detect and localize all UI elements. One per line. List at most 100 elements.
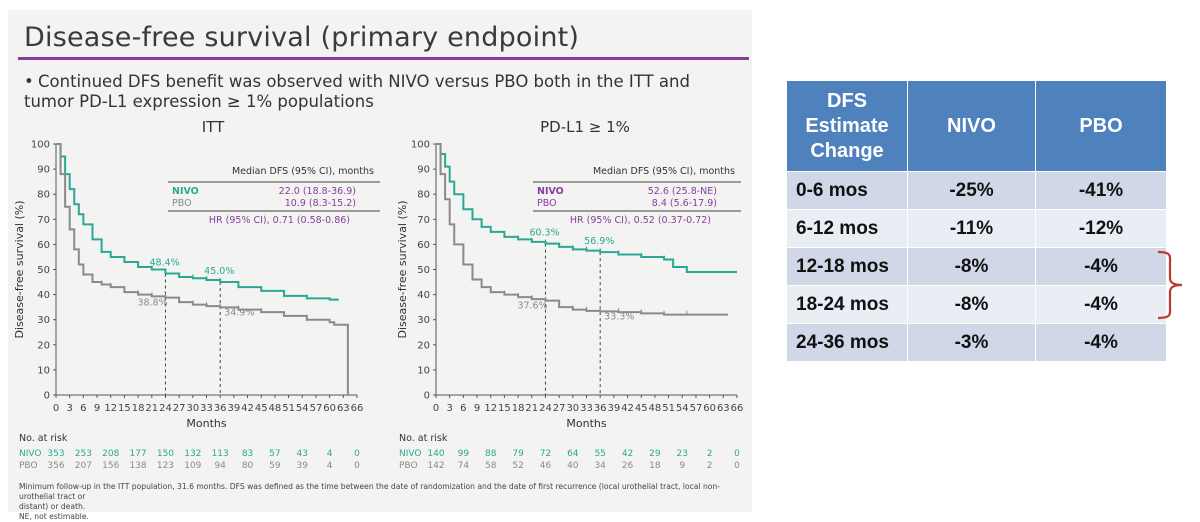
chart1-y-tick-label: 100: [31, 140, 50, 151]
chart2-y-tick-label: 30: [417, 315, 430, 326]
chart1-at-risk-count: 177: [129, 449, 146, 459]
table-cell-pbo: -4%: [1035, 323, 1167, 362]
bullet-dot-icon: •: [24, 72, 34, 91]
chart2-at-risk-count: 0: [734, 461, 740, 471]
table-row: 24-36 mos -3% -4%: [786, 323, 1167, 362]
chart2-x-tick-label: 3: [446, 403, 452, 414]
table-row: 0-6 mos -25% -41%: [786, 171, 1167, 210]
chart1-title: ITT: [202, 118, 225, 136]
chart2-x-tick-label: 54: [676, 403, 689, 414]
chart2-x-tick-label: 42: [621, 403, 634, 414]
chart1-at-risk-count: 43: [297, 449, 308, 459]
chart2-x-tick-label: 6: [460, 403, 466, 414]
chart1-y-tick-label: 70: [37, 215, 50, 226]
chart2-x-tick-label: 48: [649, 403, 662, 414]
chart2-x-tick-label: 57: [690, 403, 703, 414]
chart1-x-tick-label: 18: [132, 403, 145, 414]
chart2-y-tick-label: 90: [417, 165, 430, 176]
chart1-legend-pbo-label: PBO: [172, 198, 192, 209]
table-cell-period: 6-12 mos: [786, 209, 908, 248]
chart1-x-tick-label: 39: [227, 403, 240, 414]
chart2-x-tick-label: 15: [498, 403, 511, 414]
chart1-legend-nivo-value: 22.0 (18.8-36.9): [279, 186, 356, 197]
table-cell-pbo: -4%: [1035, 285, 1167, 324]
chart1-legend-header: Median DFS (95% CI), months: [232, 166, 374, 177]
chart2-at-risk-count: 142: [427, 461, 444, 471]
chart2-landmark-label: 56.9%: [584, 236, 614, 247]
chart2-at-risk-count: 23: [677, 449, 688, 459]
chart1-x-tick-label: 12: [104, 403, 117, 414]
chart1-x-tick-label: 63: [337, 403, 350, 414]
chart1-at-risk-count: 94: [214, 461, 226, 471]
chart1-x-tick-label: 21: [145, 403, 158, 414]
chart2-y-axis-label: Disease-free survival (%): [396, 200, 409, 338]
chart2-at-risk-nivo-name: NIVO: [399, 449, 421, 459]
chart1-at-risk-count: 132: [184, 449, 201, 459]
chart2-at-risk-pbo-name: PBO: [399, 461, 418, 471]
chart1-x-axis-label: Months: [186, 417, 226, 430]
chart2-at-risk-count: 2: [707, 461, 713, 471]
chart1-y-tick-label: 40: [37, 290, 50, 301]
chart2-at-risk-count: 9: [679, 461, 685, 471]
chart2-landmark-label: 33.3%: [604, 311, 634, 322]
chart1-landmark-label: 38.8%: [137, 298, 167, 309]
chart2-y-tick-label: 100: [411, 140, 430, 151]
table-header-pbo: PBO: [1035, 80, 1167, 172]
chart1-x-tick-label: 27: [173, 403, 186, 414]
chart1-x-tick-label: 24: [159, 403, 172, 414]
chart1-at-risk-count: 156: [102, 461, 119, 471]
title-underline: [18, 57, 749, 60]
chart2-at-risk-count: 88: [485, 449, 497, 459]
table-cell-nivo: -8%: [907, 285, 1036, 324]
table-cell-period: 12-18 mos: [786, 247, 908, 286]
table-cell-pbo: -12%: [1035, 209, 1167, 248]
chart1-x-tick-label: 51: [282, 403, 295, 414]
table-cell-nivo: -8%: [907, 247, 1036, 286]
chart2-y-tick-label: 40: [417, 290, 430, 301]
chart2-x-tick-label: 45: [635, 403, 648, 414]
chart2-at-risk-count: 64: [567, 449, 579, 459]
chart2-x-tick-label: 24: [539, 403, 552, 414]
chart2-landmark-label: 37.6%: [517, 301, 547, 312]
chart1-y-tick-label: 50: [37, 265, 50, 276]
chart1-at-risk-count: 253: [75, 449, 92, 459]
chart2-legend-hazard-ratio: HR (95% CI), 0.52 (0.37-0.72): [570, 215, 711, 226]
chart2-at-risk-count: 29: [649, 449, 661, 459]
chart2-legend-pbo-label: PBO: [537, 198, 557, 209]
bullet-text: Continued DFS benefit was observed with …: [24, 72, 690, 111]
table-row: 6-12 mos -11% -12%: [786, 209, 1167, 248]
chart2-x-tick-label: 51: [662, 403, 675, 414]
chart1-x-tick-label: 30: [186, 403, 199, 414]
chart2-at-risk-count: 52: [512, 461, 523, 471]
table-header-nivo: NIVO: [907, 80, 1036, 172]
chart2-series-pbo-line: [436, 143, 728, 316]
chart1-x-tick-label: 48: [269, 403, 282, 414]
chart1-at-risk-count: 59: [269, 461, 281, 471]
chart1-x-tick-label: 0: [53, 403, 59, 414]
table-header-period-label: DFS Estimate Change: [805, 89, 889, 162]
chart2-landmark-label: 60.3%: [529, 228, 559, 239]
chart1-at-risk-count: 83: [242, 449, 253, 459]
chart2-at-risk-count: 42: [622, 449, 633, 459]
bracket-icon: [1157, 250, 1183, 320]
chart1-at-risk-count: 0: [354, 461, 360, 471]
chart1-x-tick-label: 42: [241, 403, 254, 414]
chart2-at-risk-heading: No. at risk: [399, 433, 448, 444]
chart1-at-risk-count: 4: [327, 461, 333, 471]
chart1-x-tick-label: 54: [296, 403, 309, 414]
chart2-at-risk-count: 72: [540, 449, 551, 459]
chart1-legend-pbo-value: 10.9 (8.3-15.2): [285, 198, 356, 209]
table-cell-nivo: -3%: [907, 323, 1036, 362]
table-cell-period: 0-6 mos: [786, 171, 908, 210]
table-cell-nivo: -25%: [907, 171, 1036, 210]
chart1-at-risk-count: 123: [157, 461, 174, 471]
chart1-at-risk-count: 39: [297, 461, 309, 471]
chart1-legend-nivo-label: NIVO: [172, 186, 199, 197]
chart1-y-tick-label: 20: [37, 340, 50, 351]
chart2-x-tick-label: 39: [607, 403, 620, 414]
chart2-at-risk-count: 2: [707, 449, 713, 459]
chart2-y-tick-label: 50: [417, 265, 430, 276]
chart2-x-tick-label: 66: [731, 403, 744, 414]
chart1-x-tick-label: 57: [310, 403, 323, 414]
